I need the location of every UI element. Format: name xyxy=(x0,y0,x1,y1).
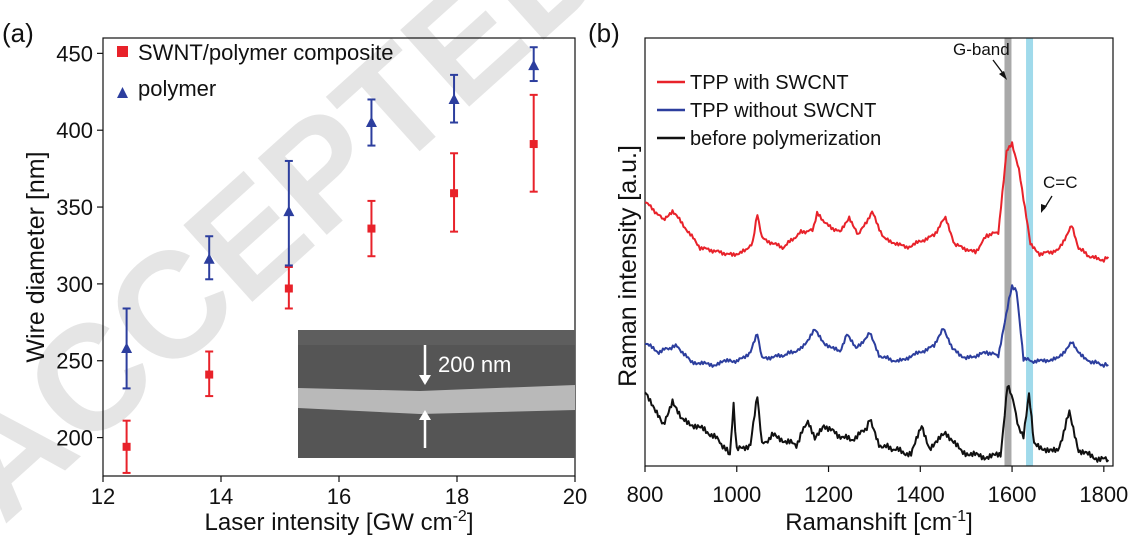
panel-a-label: (a) xyxy=(2,18,34,48)
legend-polymer-label: polymer xyxy=(138,76,216,101)
legend-tpp-no-swcnt-label: TPP without SWCNT xyxy=(690,100,876,122)
y-tick-label: 250 xyxy=(56,349,93,374)
panel-a-y-axis-title: Wire diameter [nm] xyxy=(22,151,50,362)
panel-b-x-axis-title: Ramanshift [cm-1] xyxy=(785,508,973,536)
y-tick-label: 400 xyxy=(56,118,93,143)
panel-a-x-axis-title: Laser intensity [GW cm-2] xyxy=(205,508,474,536)
x-tick-label: 1200 xyxy=(804,482,853,507)
x-tick-label: 18 xyxy=(445,484,469,509)
y-tick-label: 350 xyxy=(56,195,93,220)
spectrum-line xyxy=(644,141,1110,263)
data-point-square xyxy=(122,442,131,451)
y-tick-label: 450 xyxy=(56,41,93,66)
data-point-triangle xyxy=(448,93,460,104)
cc-band-arrowhead xyxy=(1041,204,1047,213)
cc-band-label: C=C xyxy=(1043,173,1077,192)
inset-scale-label: 200 nm xyxy=(438,352,511,377)
legend-polymer-marker xyxy=(117,87,128,98)
data-point-square xyxy=(205,370,214,379)
cc-band-highlight xyxy=(1026,38,1034,466)
panel-a-x-axis-title-main: Laser intensity [GW cm xyxy=(205,509,453,536)
data-point-square xyxy=(284,284,293,293)
x-tick-label: 12 xyxy=(91,484,115,509)
g-band-arrowhead xyxy=(999,71,1007,80)
panel-b-x-axis-title-main: Ramanshift [cm xyxy=(785,509,952,536)
panel-b-y-axis-title: Raman intensity [a.u.] xyxy=(614,145,642,387)
x-tick-label: 1600 xyxy=(988,482,1037,507)
legend-tpp-swcnt-label: TPP with SWCNT xyxy=(690,72,849,94)
data-point-triangle xyxy=(283,205,295,217)
legend-before-label: before polymerization xyxy=(690,128,881,150)
x-tick-label: 20 xyxy=(563,484,587,509)
x-tick-label: 14 xyxy=(209,484,233,509)
panel-a-x-axis-title-sup: -2 xyxy=(453,508,467,525)
x-tick-label: 16 xyxy=(327,484,351,509)
data-point-triangle xyxy=(203,253,215,264)
panel-b-x-axis-title-end: ] xyxy=(966,509,973,536)
legend-swnt-label: SWNT/polymer composite xyxy=(138,40,394,65)
spectrum-line xyxy=(644,284,1109,368)
data-point-square xyxy=(529,140,538,149)
data-point-triangle xyxy=(365,116,377,128)
data-point-square xyxy=(450,189,459,198)
spectrum-line xyxy=(644,384,1110,463)
inset-sem-image: 200 nm xyxy=(298,330,575,458)
panel-b-plot-frame xyxy=(644,37,1114,467)
data-point-triangle xyxy=(121,342,133,353)
panel-b-x-axis-title-sup: -1 xyxy=(952,508,966,525)
x-tick-label: 1800 xyxy=(1079,482,1128,507)
legend-swnt-marker xyxy=(117,46,128,57)
data-point-square xyxy=(367,224,376,233)
panel-a-legend: SWNT/polymer composite polymer xyxy=(117,40,394,101)
g-band-label: G-band xyxy=(953,40,1010,59)
data-point-triangle xyxy=(528,59,540,71)
g-band-highlight xyxy=(1004,38,1012,466)
x-tick-label: 1000 xyxy=(712,482,761,507)
y-tick-label: 300 xyxy=(56,272,93,297)
panel-a-x-axis-title-end: ] xyxy=(467,509,474,536)
panel-a: (a) 12 14 16 18 20 200 250 300 350 400 450 SWNT/po… xyxy=(2,18,587,536)
panel-b-label: (b) xyxy=(588,18,620,48)
y-tick-label: 200 xyxy=(56,426,93,451)
x-tick-label: 1400 xyxy=(896,482,945,507)
panel-b-legend: TPP with SWCNT TPP without SWCNT before … xyxy=(657,72,881,150)
x-tick-label: 800 xyxy=(627,482,664,507)
panel-b: (b) 800 1000 1200 1400 1600 1800 TPP with SWC… xyxy=(588,18,1128,536)
